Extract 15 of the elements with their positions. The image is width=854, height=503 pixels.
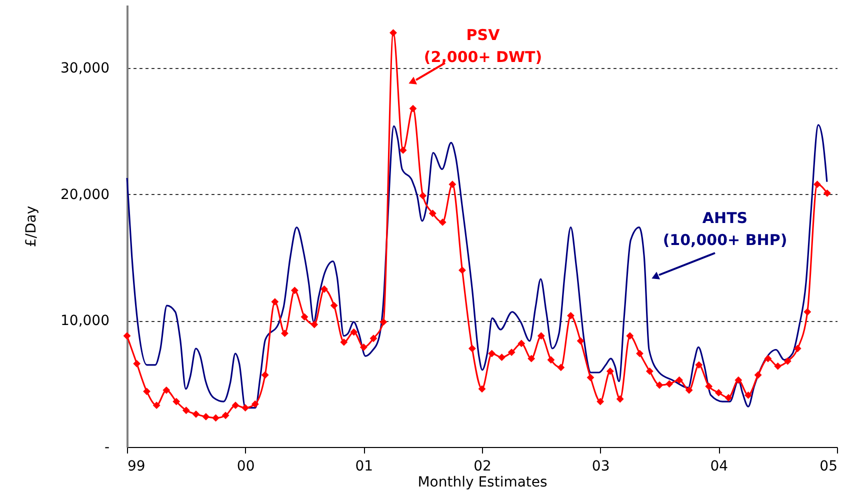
x-axis-title: Monthly Estimates (418, 474, 548, 490)
y-tick-label: - (104, 440, 110, 456)
x-tick-label: 99 (128, 458, 146, 474)
y-tick-label: 10,000 (60, 313, 110, 330)
x-tick-label: 05 (820, 458, 838, 474)
y-tick-label: 20,000 (60, 186, 110, 203)
x-tick-label: 00 (236, 458, 255, 474)
annotation: AHTS (10,000+ BHP) (662, 209, 788, 249)
y-tick-label: 30,000 (60, 60, 110, 77)
y-axis-title: £/Day (24, 206, 40, 248)
x-tick-label: 04 (710, 458, 728, 474)
x-tick-label: 02 (474, 458, 492, 474)
x-tick-label: 03 (592, 458, 610, 474)
annotation: PSV (2,000+ DWT) (424, 26, 542, 66)
x-tick-label: 01 (355, 458, 374, 474)
